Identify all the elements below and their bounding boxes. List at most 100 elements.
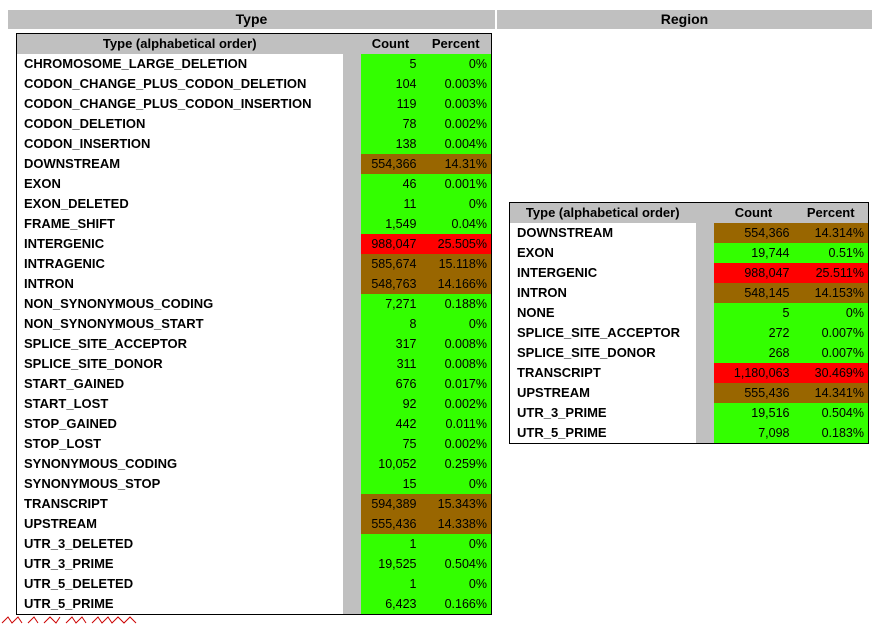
region-table-row: UTR_5_PRIME 7,098 0.183% [510, 423, 869, 444]
region-table-row: UTR_3_PRIME 19,516 0.504% [510, 403, 869, 423]
type-table-row: INTERGENIC 988,047 25.505% [17, 234, 492, 254]
type-table-row-percent: 0% [420, 574, 492, 594]
region-table-row: SPLICE_SITE_DONOR 268 0.007% [510, 343, 869, 363]
type-table-row-percent: 0.008% [420, 354, 492, 374]
region-table-row-count: 988,047 [713, 263, 794, 283]
region-table-row-percent: 0.51% [793, 243, 869, 263]
type-table-row-count: 46 [360, 174, 421, 194]
type-table-header-row: Type (alphabetical order) Count Percent [16, 33, 492, 54]
type-table-row-name: UPSTREAM [24, 516, 97, 531]
type-table-row-gap [342, 154, 361, 174]
region-table-body: DOWNSTREAM 554,366 14.314% EXON 19,744 0.51% I… [510, 223, 869, 444]
type-table-row: EXON_DELETED 11 0% [17, 194, 492, 214]
region-table-row-percent: 14.314% [793, 223, 869, 243]
type-table-row-gap [342, 194, 361, 214]
type-table-row: CODON_CHANGE_PLUS_CODON_DELETION 104 0.003… [17, 74, 492, 94]
region-table-row-gap [695, 423, 714, 444]
type-table-row-gap [342, 374, 361, 394]
type-table-row-gap [342, 94, 361, 114]
type-table-row-gap [342, 414, 361, 434]
type-table-row-count: 676 [360, 374, 421, 394]
type-table-row: START_GAINED 676 0.017% [17, 374, 492, 394]
region-table-row: INTRON 548,145 14.153% [510, 283, 869, 303]
type-table-row: SPLICE_SITE_DONOR 311 0.008% [17, 354, 492, 374]
region-table-row-count: 272 [713, 323, 794, 343]
type-table-row-name: NON_SYNONYMOUS_CODING [24, 296, 214, 311]
type-table-row: START_LOST 92 0.002% [17, 394, 492, 414]
type-table-row-gap [342, 114, 361, 134]
type-table-row: UTR_3_PRIME 19,525 0.504% [17, 554, 492, 574]
type-table-row-count: 585,674 [360, 254, 421, 274]
type-table-row-count: 75 [360, 434, 421, 454]
type-table-row-percent: 14.31% [420, 154, 492, 174]
type-table-row-gap [342, 394, 361, 414]
type-table-row-count: 555,436 [360, 514, 421, 534]
type-table-row: DOWNSTREAM 554,366 14.31% [17, 154, 492, 174]
type-table-row-percent: 0.004% [420, 134, 492, 154]
type-table-row-gap [342, 214, 361, 234]
region-table-row-percent: 0.504% [793, 403, 869, 423]
type-table-row: UTR_5_PRIME 6,423 0.166% [17, 594, 492, 615]
type-table-row-gap [342, 434, 361, 454]
type-table-row: CODON_INSERTION 138 0.004% [17, 134, 492, 154]
type-table-row: STOP_GAINED 442 0.011% [17, 414, 492, 434]
type-table-row-count: 5 [360, 54, 421, 74]
type-table-row: INTRON 548,763 14.166% [17, 274, 492, 294]
type-table-row-percent: 0.001% [420, 174, 492, 194]
region-table-row-name: INTRON [517, 285, 567, 300]
type-table-row: NON_SYNONYMOUS_CODING 7,271 0.188% [17, 294, 492, 314]
type-table-row-count: 119 [360, 94, 421, 114]
type-table-row: CHROMOSOME_LARGE_DELETION 5 0% [17, 54, 492, 74]
region-table-row: UPSTREAM 555,436 14.341% [510, 383, 869, 403]
type-col-gap [342, 33, 361, 54]
region-col-header-name: Type (alphabetical order) [509, 202, 696, 223]
type-table-row-percent: 0.04% [420, 214, 492, 234]
type-table-row: EXON 46 0.001% [17, 174, 492, 194]
region-table-row-percent: 0.007% [793, 343, 869, 363]
type-table-row-name: UTR_5_PRIME [24, 596, 114, 611]
region-table-row-count: 554,366 [713, 223, 794, 243]
type-table-row-gap [342, 454, 361, 474]
type-table-row-count: 317 [360, 334, 421, 354]
region-table-row-name: UPSTREAM [517, 385, 590, 400]
type-table-row-name: UTR_3_DELETED [24, 536, 134, 551]
type-table-row: SYNONYMOUS_CODING 10,052 0.259% [17, 454, 492, 474]
region-table-row: INTERGENIC 988,047 25.511% [510, 263, 869, 283]
region-table-row: SPLICE_SITE_ACCEPTOR 272 0.007% [510, 323, 869, 343]
type-table-row-count: 104 [360, 74, 421, 94]
type-table-row: UTR_5_DELETED 1 0% [17, 574, 492, 594]
type-table-row-count: 11 [360, 194, 421, 214]
type-table-row-percent: 14.338% [420, 514, 492, 534]
type-table-row-gap [342, 534, 361, 554]
type-table-row: CODON_CHANGE_PLUS_CODON_INSERTION 119 0.00… [17, 94, 492, 114]
region-table-row-count: 1,180,063 [713, 363, 794, 383]
region-table-row-percent: 14.341% [793, 383, 869, 403]
region-table-row: TRANSCRIPT 1,180,063 30.469% [510, 363, 869, 383]
type-table-row-count: 311 [360, 354, 421, 374]
region-table-row-count: 548,145 [713, 283, 794, 303]
region-table-row-count: 5 [713, 303, 794, 323]
region-table-row-percent: 0% [793, 303, 869, 323]
type-table-row-gap [342, 74, 361, 94]
type-table-row-percent: 0.166% [420, 594, 492, 615]
type-table-row-count: 15 [360, 474, 421, 494]
type-table-row-percent: 0% [420, 534, 492, 554]
region-table-row-name: DOWNSTREAM [517, 225, 614, 240]
type-table-body: CHROMOSOME_LARGE_DELETION 5 0% CODON_CHANGE… [17, 54, 492, 615]
type-table-row-count: 7,271 [360, 294, 421, 314]
type-table-row-name: NON_SYNONYMOUS_START [24, 316, 204, 331]
type-table-row-gap [342, 574, 361, 594]
type-table-row-name: START_GAINED [24, 376, 125, 391]
region-table-header-row: Type (alphabetical order) Count Percent [509, 202, 869, 223]
region-table-row: NONE 5 0% [510, 303, 869, 323]
type-table-row-name: CODON_CHANGE_PLUS_CODON_DELETION [24, 76, 307, 91]
type-table-row-count: 8 [360, 314, 421, 334]
type-table-row-gap [342, 494, 361, 514]
region-col-gap [695, 202, 714, 223]
region-table-row-gap [695, 303, 714, 323]
type-table-row-gap [342, 594, 361, 615]
type-table-row-gap [342, 134, 361, 154]
type-table-row-count: 594,389 [360, 494, 421, 514]
type-table-row-count: 78 [360, 114, 421, 134]
type-table-row-name: DOWNSTREAM [24, 156, 121, 171]
